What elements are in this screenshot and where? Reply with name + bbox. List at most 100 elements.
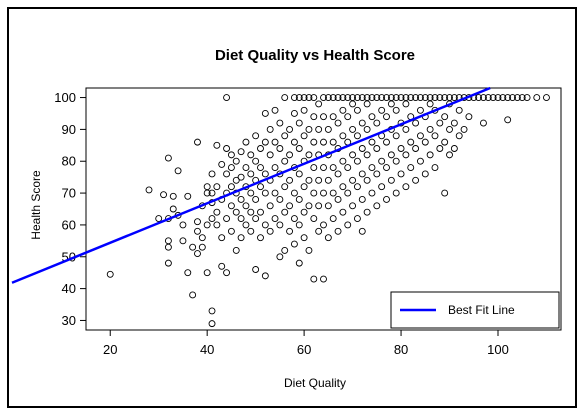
data-point (305, 151, 313, 159)
data-point (218, 160, 226, 168)
data-point (276, 253, 284, 261)
data-point (383, 94, 390, 102)
data-point (242, 221, 250, 229)
data-point (184, 192, 192, 200)
data-point (223, 145, 231, 152)
data-point (310, 275, 318, 283)
data-point (164, 259, 172, 267)
data-point (349, 176, 357, 184)
data-point (436, 145, 444, 152)
data-point (378, 157, 386, 165)
data-point (397, 145, 405, 152)
data-point (198, 234, 206, 242)
data-point (281, 132, 289, 140)
data-point (475, 94, 483, 102)
data-point (450, 119, 458, 127)
data-point (426, 94, 434, 102)
data-point (227, 151, 235, 159)
data-point (368, 113, 376, 121)
data-point (203, 183, 211, 191)
y-tick-label: 100 (54, 90, 76, 105)
data-point (523, 94, 531, 102)
data-point (455, 106, 463, 114)
data-point (329, 215, 337, 223)
data-point (310, 138, 318, 146)
data-point (257, 208, 264, 216)
data-point (339, 106, 347, 114)
data-point (494, 94, 502, 102)
data-point (339, 132, 347, 140)
data-point (416, 94, 424, 102)
data-point (237, 195, 245, 203)
data-point (169, 192, 177, 200)
data-point (305, 202, 313, 210)
data-point (252, 215, 260, 223)
data-point (227, 227, 235, 235)
data-point (261, 189, 269, 197)
data-point (387, 94, 395, 102)
data-point (363, 208, 371, 216)
data-point (353, 94, 361, 102)
data-point (416, 132, 424, 140)
data-point (329, 189, 337, 197)
data-point (329, 138, 337, 146)
data-point (252, 132, 260, 140)
data-point (407, 138, 415, 146)
data-point (189, 291, 197, 299)
data-point (412, 145, 420, 152)
data-point (479, 94, 487, 102)
data-point (223, 269, 231, 277)
data-point (271, 215, 279, 223)
data-point (392, 189, 400, 197)
x-tick-label: 40 (200, 342, 214, 357)
data-point (513, 94, 521, 102)
data-point (295, 170, 303, 178)
data-point (402, 100, 410, 108)
data-point (247, 189, 255, 197)
data-point (358, 195, 366, 203)
data-point (227, 202, 235, 210)
legend-label: Best Fit Line (448, 303, 515, 317)
data-point (237, 234, 245, 242)
data-point (450, 94, 458, 102)
data-point (310, 189, 318, 197)
data-point (315, 176, 323, 184)
data-point (320, 164, 327, 172)
data-point (295, 145, 303, 152)
data-point (349, 94, 357, 102)
data-point (295, 221, 303, 229)
data-point (504, 94, 512, 102)
data-point (266, 151, 274, 159)
data-point (363, 151, 371, 159)
data-point (320, 189, 327, 197)
y-tick-label: 70 (62, 186, 76, 201)
best-fit-line (11, 86, 491, 284)
data-point (261, 272, 269, 280)
data-point (286, 227, 294, 235)
data-point (378, 94, 386, 102)
data-point (426, 125, 434, 133)
data-point (426, 151, 434, 159)
data-point (164, 237, 172, 245)
data-point (339, 183, 347, 191)
data-point (358, 227, 366, 235)
x-axis: 20 40 60 80 100 (103, 330, 509, 357)
data-point (416, 157, 424, 165)
data-point (518, 94, 526, 102)
data-point (392, 132, 400, 140)
data-point (261, 221, 269, 229)
data-point (368, 138, 376, 146)
data-point (324, 94, 332, 102)
data-point (339, 208, 347, 216)
data-point (344, 221, 352, 229)
data-point (281, 94, 289, 102)
data-point (344, 164, 352, 172)
data-point (431, 164, 439, 172)
data-point (334, 94, 342, 102)
data-point (446, 94, 453, 102)
data-point (300, 208, 308, 216)
legend-box (390, 291, 560, 329)
data-point (223, 94, 231, 102)
data-point (242, 138, 250, 146)
